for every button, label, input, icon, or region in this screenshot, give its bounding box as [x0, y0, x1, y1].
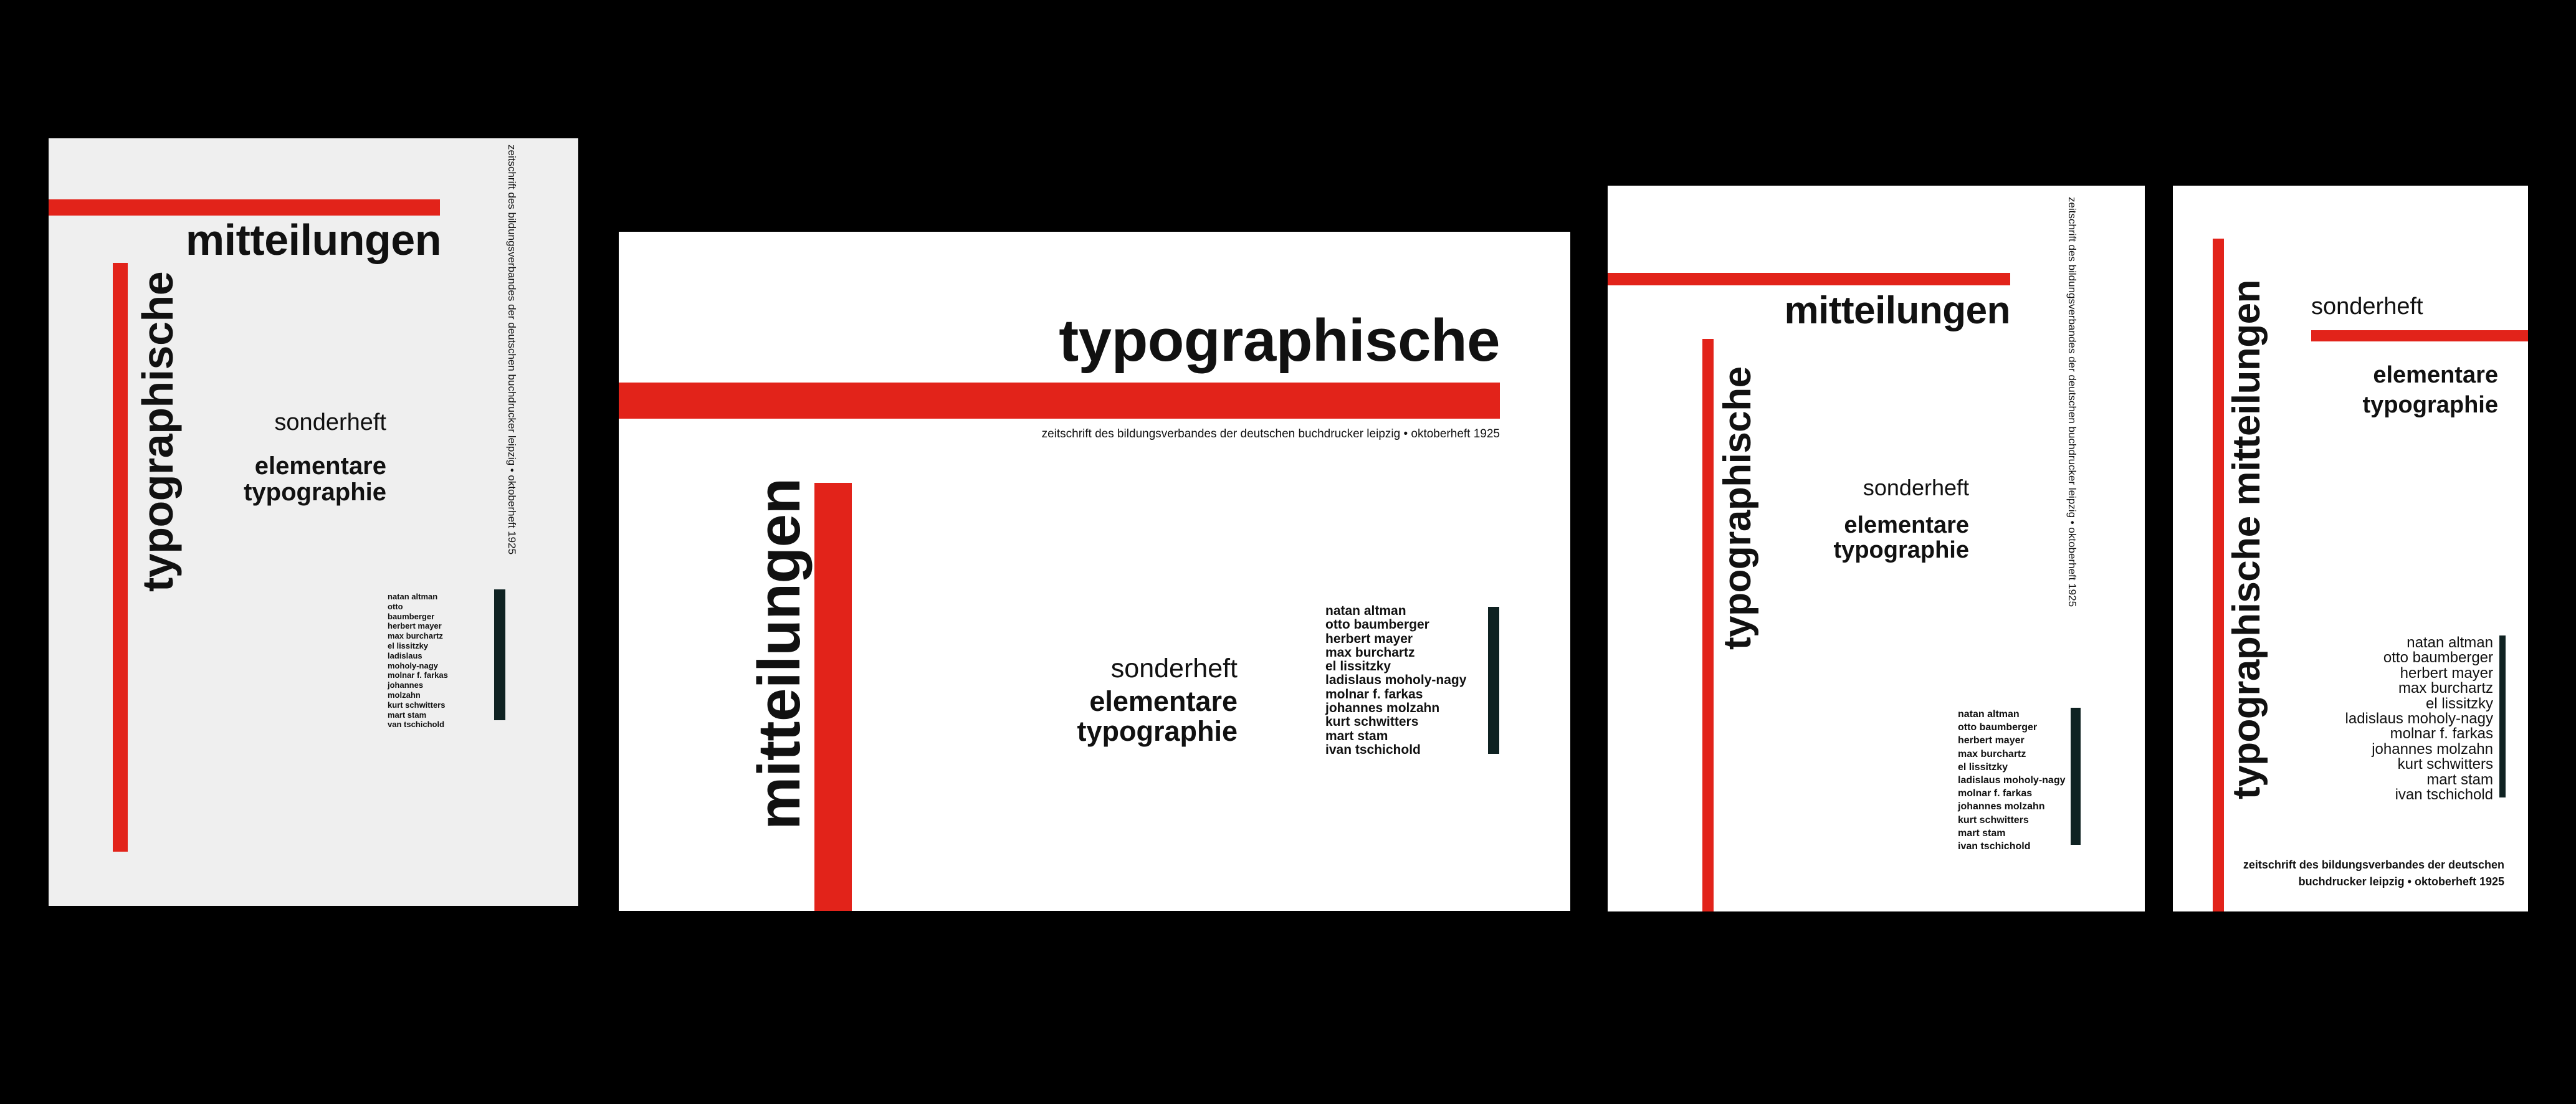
poster-1: mitteilungen typographische sonderheft e…: [49, 138, 578, 906]
contributor-name: johannes molzahn: [1325, 701, 1440, 716]
title-mitteilungen: mitteilungen: [185, 216, 442, 264]
dark-vertical-bar: [1488, 607, 1499, 754]
poster-3: mitteilungen typographische sonderheft e…: [1608, 186, 2145, 911]
subject-line-1: elementare: [2373, 362, 2498, 388]
contributor-name: ivan tschichold: [2395, 786, 2493, 804]
dark-vertical-bar: [2071, 708, 2081, 845]
contributor-name: herbert mayer: [388, 621, 442, 631]
contributor-name: max burchartz: [2398, 680, 2493, 697]
contributor-name: mart stam: [1958, 827, 2006, 839]
title-mitteilungen: mitteilungen: [1784, 289, 2010, 332]
title-word-1: typographische: [2225, 516, 2268, 799]
subtitle-line: zeitschrift des bildungsverbandes der de…: [1041, 427, 1500, 440]
subject-line-1: elementare: [1089, 685, 1238, 717]
red-horizontal-bar: [2311, 330, 2528, 341]
contributor-name: ladislaus: [388, 650, 422, 660]
subtitle-block: zeitschrift des bildungsverbandes der de…: [2243, 857, 2504, 890]
issue-label: sonderheft: [274, 409, 386, 435]
subject-line-2: typographie: [244, 478, 386, 506]
subject-line-2: typographie: [2362, 392, 2498, 418]
contributor-name: natan altman: [2407, 634, 2493, 651]
contributor-name: natan altman: [1958, 709, 2020, 720]
contributor-name: otto baumberger: [1958, 722, 2038, 733]
contributor-name: otto: [388, 601, 403, 611]
contributor-name: el lissitzky: [388, 640, 429, 650]
red-horizontal-bar: [1608, 273, 2010, 285]
contributor-name: ivan tschichold: [1958, 841, 2031, 852]
contributor-name: mart stam: [2426, 771, 2493, 788]
red-vertical-bar: [1702, 339, 1714, 911]
dark-vertical-bar: [2499, 635, 2506, 797]
issue-label: sonderheft: [1863, 475, 1969, 500]
contributor-name: kurt schwitters: [388, 700, 446, 710]
title-mitteilungen: mitteilungen: [746, 478, 813, 830]
subtitle-vertical: zeitschrift des bildungsverbandes der de…: [2066, 197, 2078, 607]
contributor-name: herbert mayer: [1958, 735, 2025, 746]
red-horizontal-bar: [619, 383, 1500, 419]
contributor-name: max burchartz: [1325, 645, 1415, 660]
contributor-name: kurt schwitters: [1325, 715, 1419, 730]
contributor-name: max burchartz: [388, 631, 443, 641]
red-horizontal-bar: [49, 199, 440, 216]
dark-vertical-bar: [494, 589, 505, 720]
contributor-name: mart stam: [388, 710, 427, 720]
contributor-list: natan altman otto baumberger herbert mayer…: [1325, 604, 1466, 757]
subject-title: elementare typographie: [1077, 687, 1238, 746]
issue-label: sonderheft: [1110, 654, 1238, 683]
subject-title: elementare typographie: [2363, 360, 2498, 420]
contributor-name: herbert mayer: [2400, 664, 2493, 682]
contributor-name: mart stam: [1325, 728, 1388, 743]
contributor-name: el lissitzky: [2425, 695, 2493, 712]
contributor-name: otto baumberger: [1325, 617, 1429, 632]
red-vertical-bar: [2213, 239, 2224, 911]
contributor-list: natan altman otto baumberger herbert mayer…: [1958, 708, 2065, 853]
contributor-name: kurt schwitters: [2397, 756, 2493, 773]
contributor-name: ladislaus moholy-nagy: [2345, 710, 2493, 728]
contributor-name: molnar f. farkas: [1958, 788, 2033, 799]
contributor-name: johannes molzahn: [2372, 740, 2493, 758]
subtitle-vertical: zeitschrift des bildungsverbandes der de…: [506, 145, 518, 555]
contributor-name: el lissitzky: [1958, 761, 2008, 773]
contributor-name: molnar f. farkas: [1325, 687, 1423, 702]
contributor-name: natan altman: [388, 592, 438, 601]
contributor-name: natan altman: [1325, 604, 1406, 618]
subtitle-line-1: zeitschrift des bildungsverbandes der de…: [2243, 859, 2504, 871]
contributor-name: van tschichold: [388, 720, 445, 730]
contributor-name: baumberger: [388, 611, 435, 621]
subject-line-2: typographie: [1833, 537, 1969, 563]
contributor-name: herbert mayer: [1325, 631, 1413, 646]
subject-line-1: elementare: [1844, 512, 1969, 538]
red-vertical-bar: [113, 263, 128, 852]
title-typographische: typographische: [133, 271, 182, 592]
contributor-name: kurt schwitters: [1958, 814, 2029, 826]
contributor-name: ladislaus moholy-nagy: [1325, 673, 1467, 688]
title-typographische-mitteilungen: typographische mitteilungen: [2225, 280, 2268, 799]
contributor-name: molnar f. farkas: [2390, 725, 2493, 743]
contributor-name: molzahn: [388, 690, 421, 700]
contributor-name: ladislaus moholy-nagy: [1958, 775, 2066, 786]
subject-title: elementare typographie: [1834, 513, 1969, 563]
subject-line-1: elementare: [254, 452, 386, 480]
contributor-list: natan altman otto baumberger herbert mayer m…: [388, 592, 448, 730]
poster-2: typographische zeitschrift des bildungsv…: [619, 232, 1570, 911]
title-word-2: mitteilungen: [2225, 280, 2268, 506]
subtitle-line-2: buchdrucker leipzig • oktoberheft 1925: [2298, 875, 2504, 888]
poster-4: typographische mitteilungen sonderheft e…: [2173, 186, 2528, 911]
subject-title: elementare typographie: [244, 453, 386, 505]
red-vertical-bar: [814, 483, 852, 911]
title-typographische: typographische: [1059, 307, 1500, 374]
contributor-name: el lissitzky: [1325, 659, 1391, 674]
contributor-list: natan altman otto baumberger herbert mayer…: [2345, 635, 2493, 802]
contributor-name: otto baumberger: [2383, 649, 2493, 667]
contributor-name: molnar f. farkas: [388, 670, 448, 680]
title-typographische: typographische: [1716, 366, 1759, 650]
contributor-name: johannes molzahn: [1958, 801, 2045, 812]
contributor-name: ivan tschichold: [1325, 742, 1421, 757]
issue-label: sonderheft: [2311, 293, 2423, 320]
contributor-name: max burchartz: [1958, 748, 2026, 759]
subject-line-2: typographie: [1077, 715, 1238, 747]
contributor-name: johannes: [388, 680, 424, 690]
contributor-name: moholy-nagy: [388, 660, 438, 670]
